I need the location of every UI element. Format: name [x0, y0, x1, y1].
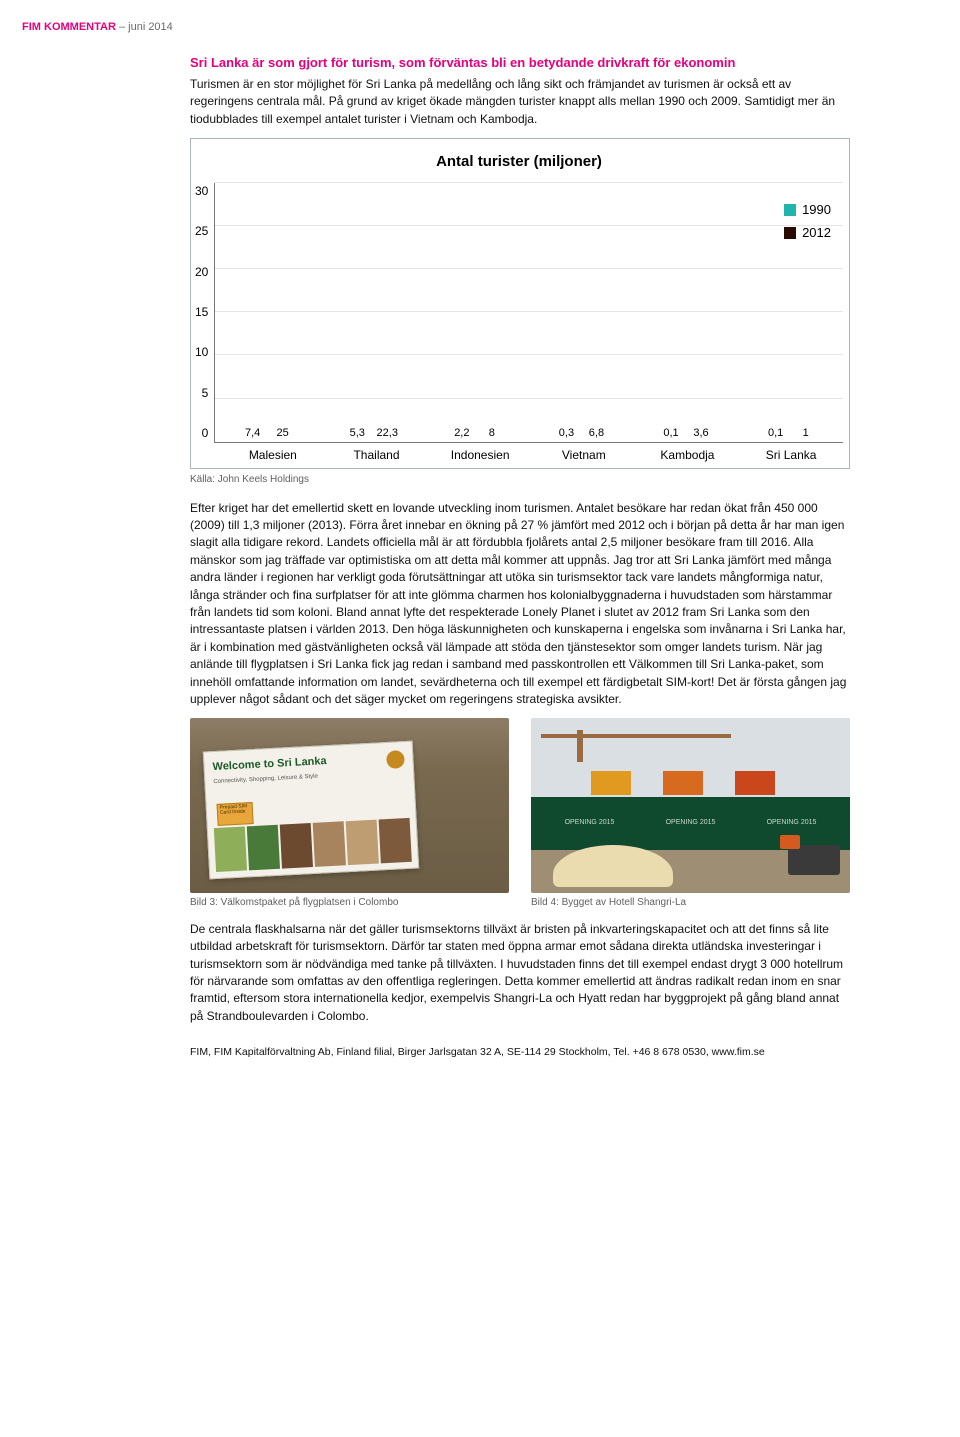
y-tick-label: 15 [195, 304, 208, 321]
photo-2-block: OPENING 2015 OPENING 2015 OPENING 2015 Bil… [531, 718, 850, 911]
chart-plot: 7,4255,322,32,280,36,80,13,60,11 [214, 183, 843, 443]
chart-x-axis: Malesien Thailand Indonesien Vietnam Kambodj… [195, 447, 843, 464]
x-tick-label: Kambodja [651, 447, 723, 464]
tourist-chart: Antal turister (miljoner) 19902012 30252… [190, 138, 850, 469]
body-paragraph-2: De centrala flaskhalsarna när det gäller… [190, 921, 850, 1025]
y-tick-label: 5 [202, 385, 209, 402]
photo-1-caption: Bild 3: Välkomstpaket på flygplatsen i C… [190, 896, 509, 911]
y-tick-label: 25 [195, 223, 208, 240]
chart-title: Antal turister (miljoner) [195, 151, 843, 173]
bar-value-label: 25 [269, 426, 297, 442]
section-heading: Sri Lanka är som gjort för turism, som f… [190, 54, 850, 73]
header-brand: FIM KOMMENTAR [22, 21, 116, 33]
bar-value-label: 5,3 [343, 426, 371, 442]
page-footer: FIM, FIM Kapitalförvaltning Ab, Finland … [190, 1045, 850, 1060]
shipping-container [591, 771, 631, 795]
header-date: – juni 2014 [116, 21, 173, 33]
bar-value-label: 8 [478, 426, 506, 442]
shipping-container [663, 771, 703, 795]
chart-y-axis: 30 25 20 15 10 5 0 [195, 183, 214, 443]
bar-value-label: 22,3 [373, 426, 401, 442]
body-paragraph-1: Efter kriget har det emellertid skett en… [190, 500, 850, 709]
photo-welcome-packet: Welcome to Sri Lanka Connectivity, Shopp… [190, 718, 509, 893]
bar-value-label: 2,2 [448, 426, 476, 442]
x-tick-label: Sri Lanka [755, 447, 827, 464]
photos-row: Welcome to Sri Lanka Connectivity, Shopp… [190, 718, 850, 911]
shipping-container [735, 771, 775, 795]
x-tick-label: Vietnam [548, 447, 620, 464]
y-tick-label: 10 [195, 344, 208, 361]
y-tick-label: 30 [195, 183, 208, 200]
sim-label: Prepaid SIM Card Inside [217, 802, 254, 826]
photo-1-block: Welcome to Sri Lanka Connectivity, Shopp… [190, 718, 509, 911]
wall-text: OPENING 2015 [666, 818, 716, 828]
x-tick-label: Indonesien [444, 447, 516, 464]
chart-source: Källa: John Keels Holdings [190, 473, 850, 488]
intro-paragraph: Turismen är en stor möjlighet för Sri La… [190, 76, 850, 128]
bar-value-label: 1 [792, 426, 820, 442]
y-tick-label: 0 [202, 425, 209, 442]
bar-value-label: 3,6 [687, 426, 715, 442]
wall-text: OPENING 2015 [565, 818, 615, 828]
bar-value-label: 0,1 [657, 426, 685, 442]
bar-value-label: 6,8 [582, 426, 610, 442]
x-tick-label: Malesien [237, 447, 309, 464]
wall-text: OPENING 2015 [767, 818, 817, 828]
photo-2-caption: Bild 4: Bygget av Hotell Shangri-La [531, 896, 850, 911]
x-tick-label: Thailand [340, 447, 412, 464]
bar-value-label: 0,3 [552, 426, 580, 442]
bar-value-label: 0,1 [762, 426, 790, 442]
photo-construction: OPENING 2015 OPENING 2015 OPENING 2015 [531, 718, 850, 893]
bar-value-label: 7,4 [239, 426, 267, 442]
page-header: FIM KOMMENTAR – juni 2014 [22, 18, 915, 36]
y-tick-label: 20 [195, 264, 208, 281]
